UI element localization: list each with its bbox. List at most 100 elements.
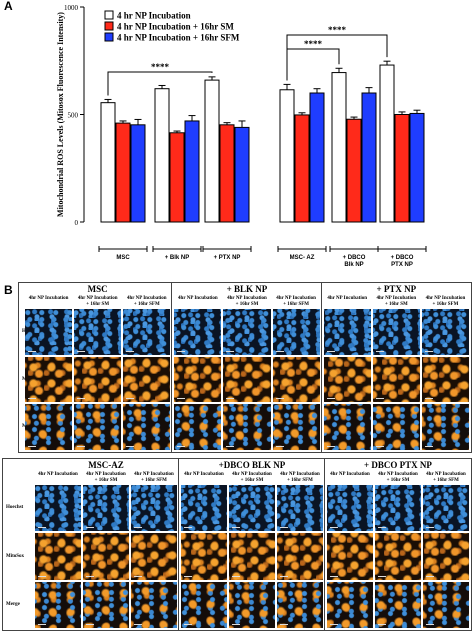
merge-image (74, 404, 122, 450)
scale-bar (177, 398, 186, 400)
scale-bar (280, 575, 288, 577)
hoechst-image (421, 309, 469, 355)
scale-bar (275, 445, 284, 447)
bar (219, 124, 235, 223)
group-separator (320, 283, 322, 452)
bar (346, 118, 362, 223)
scale-bar (424, 398, 433, 400)
legend-label: 4 hr NP Incubation + 16hr SFM (117, 33, 240, 43)
hoechst-image (25, 309, 73, 355)
scale-bar (378, 623, 386, 625)
merge-image (25, 404, 73, 450)
mitosox-image (181, 533, 227, 580)
merge-image (123, 404, 171, 450)
bar (154, 88, 170, 223)
bar (204, 79, 220, 223)
group-title: MSC-AZ (88, 460, 124, 470)
x-category-label: + PTX NP (214, 255, 241, 261)
scale-bar (38, 623, 46, 625)
x-category-label-line: Blk NP (344, 262, 363, 268)
bar (379, 64, 395, 223)
hoechst-image (327, 485, 373, 532)
bar (234, 126, 250, 223)
column-label: 4hr NP Incubation + 16hr SFM (276, 296, 316, 307)
scale-bar (184, 527, 192, 529)
merge-image (375, 581, 421, 628)
scale-bar (426, 575, 434, 577)
scale-bar (330, 575, 338, 577)
significance-bracket (107, 71, 213, 96)
mitosox-image (277, 533, 323, 580)
x-category-label-line: MSC- AZ (290, 255, 315, 261)
significance-label: **** (328, 25, 347, 35)
x-category-label-line: PTX NP (391, 262, 413, 268)
scale-bar (280, 527, 288, 529)
merge-image (277, 581, 323, 628)
mitosox-image (25, 356, 73, 403)
scale-bar (280, 623, 288, 625)
group-separator (171, 283, 173, 452)
significance-label: **** (304, 39, 323, 49)
mitosox-image (372, 356, 420, 403)
column-label: 4hr NP Incubation + 16hr SM (376, 296, 417, 307)
bar (409, 112, 425, 223)
column-label: 4hr NP Incubation (28, 296, 69, 301)
legend-label: 4 hr NP Incubation (117, 11, 191, 21)
scale-bar (275, 350, 284, 352)
panel-a-label: A (4, 0, 13, 13)
hoechst-image (372, 309, 420, 355)
mitosox-image (323, 356, 371, 403)
mitosox-image (375, 533, 421, 580)
scale-bar (375, 445, 384, 447)
scale-bar (424, 445, 433, 447)
scale-bar (232, 527, 240, 529)
mitosox-image (174, 356, 222, 403)
hoechst-image (74, 309, 122, 355)
column-label: 4hr NP Incubation + 16hr SM (86, 472, 126, 483)
scale-bar (424, 350, 433, 352)
scale-bar (134, 575, 142, 577)
scale-bar (330, 623, 338, 625)
bar (115, 122, 131, 223)
scale-bar (232, 623, 240, 625)
scale-bar (177, 350, 186, 352)
mitosox-image (83, 533, 129, 580)
x-category-label: MSC (116, 255, 130, 261)
merge-image (229, 581, 275, 628)
scale-bar (28, 398, 36, 400)
merge-image (35, 581, 81, 628)
significance-bracket (286, 48, 340, 81)
x-category-label-line: + PTX NP (214, 255, 241, 261)
merge-image (323, 404, 371, 450)
scale-bar (426, 527, 434, 529)
column-label: 4hr NP Incubation (184, 472, 224, 477)
merge-image (421, 404, 469, 450)
mitosox-image (223, 356, 271, 403)
bar (309, 92, 325, 223)
mitosox-image (327, 533, 373, 580)
scale-bar (134, 623, 142, 625)
mitosox-image (229, 533, 275, 580)
micrograph-panel-top: HoechstMitoSoxMergeMSC4hr NP Incubation4… (18, 282, 472, 453)
group-title: + PTX NP (376, 284, 417, 294)
x-category-label-line: + Blk NP (165, 255, 190, 261)
column-label: 4hr NP Incubation (327, 296, 368, 301)
scale-bar (28, 445, 36, 447)
scale-bar (86, 623, 94, 625)
hoechst-image (277, 485, 323, 532)
legend-label: 4 hr NP Incubation + 16hr SM (117, 22, 234, 32)
scale-bar (226, 445, 235, 447)
group-title: MSC (87, 284, 108, 294)
scale-bar (232, 575, 240, 577)
scale-bar (126, 398, 135, 400)
hoechst-image (229, 485, 275, 532)
merge-image (372, 404, 420, 450)
bar (279, 89, 295, 223)
scale-bar (28, 350, 36, 352)
scale-bar (226, 350, 235, 352)
x-category-label-line: MSC (116, 255, 130, 261)
merge-image (327, 581, 373, 628)
merge-image (174, 404, 222, 450)
scale-bar (38, 527, 46, 529)
scale-bar (330, 527, 338, 529)
